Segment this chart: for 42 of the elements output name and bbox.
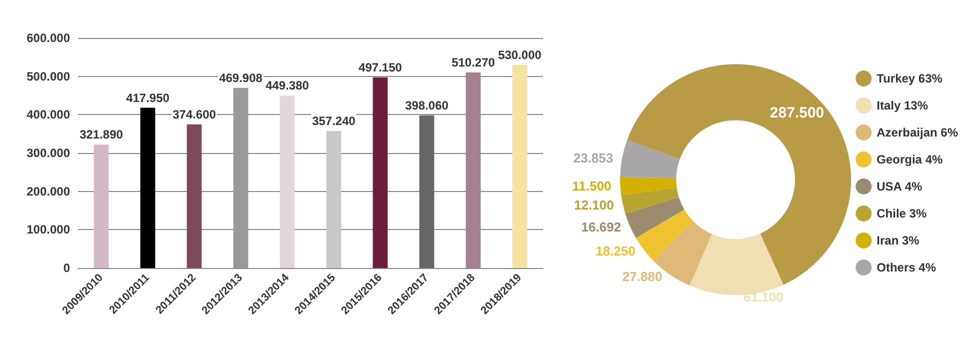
data-label: 16.692 (581, 219, 622, 234)
legend-label: Georgia 4% (876, 152, 943, 166)
bar (466, 72, 481, 268)
data-label: 11.500 (572, 178, 612, 194)
legend-label: USA 4% (876, 180, 923, 194)
bar (140, 108, 156, 268)
data-label: 23.853 (573, 150, 614, 166)
bar (326, 131, 342, 268)
y-tick-label: 300.000 (26, 146, 70, 160)
data-label: 321.890 (80, 128, 124, 142)
y-tick-label: 400.000 (26, 108, 70, 122)
y-tick-label: 0 (63, 261, 70, 275)
data-label: 497.150 (358, 60, 402, 74)
y-tick-label: 100.000 (26, 222, 70, 237)
data-label: 469.908 (219, 70, 263, 85)
legend-label: Italy 13% (876, 98, 928, 112)
y-tick-label: 600.000 (26, 31, 70, 45)
legend-label: Chile 3% (876, 206, 927, 220)
data-label: 287.500 (770, 104, 824, 122)
bar (280, 96, 295, 268)
bar (419, 115, 434, 268)
legend-label: Others 4% (876, 260, 936, 274)
data-label: 530.000 (498, 48, 542, 62)
data-label: 374.600 (172, 107, 216, 122)
legend-label: Azerbaijan 6% (876, 126, 958, 140)
data-label: 398.060 (405, 98, 449, 112)
bar (186, 124, 202, 268)
data-label: 417.950 (126, 90, 170, 105)
y-tick-label: 500.000 (26, 69, 70, 84)
data-label: 27.880 (622, 269, 662, 284)
data-label: 12.100 (574, 197, 614, 212)
data-label: 449.380 (266, 78, 310, 93)
y-tick-label: 200.000 (26, 184, 70, 198)
bar (512, 64, 528, 268)
legend-label: Turkey 63% (876, 72, 943, 86)
data-label: 357.240 (312, 114, 356, 128)
legend-label: Iran 3% (876, 234, 920, 248)
bar (94, 144, 109, 268)
bar (233, 88, 248, 268)
data-label: 18.250 (596, 244, 636, 259)
data-label: 510.270 (452, 55, 496, 70)
bar (372, 77, 388, 268)
